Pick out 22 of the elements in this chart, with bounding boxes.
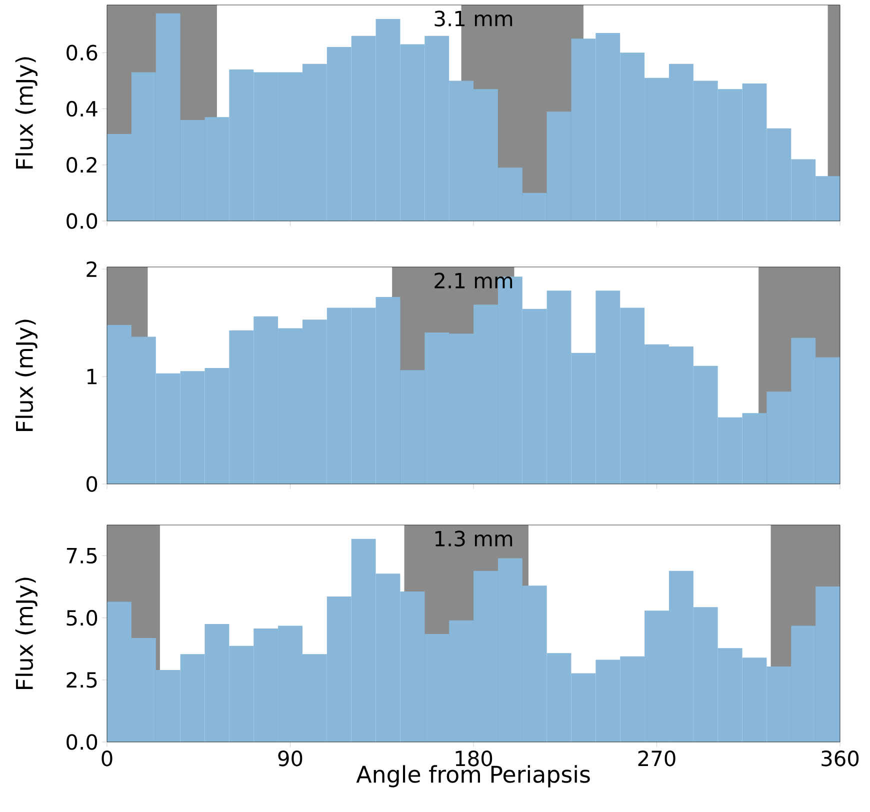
- y-tick-label: 7.5: [66, 548, 97, 564]
- x-tick-label: 360: [822, 750, 859, 766]
- y-tick-label: 0.4: [66, 100, 98, 117]
- y-tick-label: 0.0: [66, 213, 98, 229]
- y-axis-title: Flux (mJy): [15, 57, 38, 168]
- y-tick-label: 1: [87, 368, 97, 384]
- y-tick-label: 5.0: [66, 610, 98, 626]
- y-tick-label: 0: [86, 476, 98, 492]
- y-axis-title: Flux (mJy): [15, 320, 38, 431]
- chart-title: 1.3 mm: [435, 530, 512, 547]
- y-tick-label: 0.0: [66, 734, 98, 750]
- x-tick-label: 180: [456, 750, 492, 766]
- chart-title: 3.1 mm: [434, 10, 512, 26]
- x-tick-label: 270: [638, 750, 676, 766]
- x-tick-label: 0: [102, 750, 112, 766]
- y-tick-label: 0.2: [66, 156, 96, 173]
- y-tick-label: 2: [86, 261, 96, 277]
- y-axis-title: Flux (mJy): [15, 578, 38, 689]
- y-tick-label: 0.6: [66, 44, 98, 61]
- y-tick-label: 2.5: [66, 672, 97, 688]
- x-axis-title: Angle from Periapsis: [356, 765, 590, 788]
- x-tick-label: 90: [278, 750, 302, 766]
